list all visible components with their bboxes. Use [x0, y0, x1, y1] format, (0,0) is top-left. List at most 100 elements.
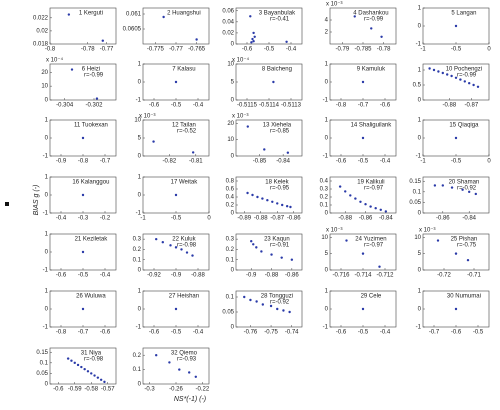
x-tick-label: -0.22 [196, 387, 210, 393]
x-tick-label: -0.8 [45, 47, 56, 53]
data-point [361, 80, 365, 84]
panel-frame [329, 7, 397, 45]
x-tick-label: -0.88 [338, 216, 352, 222]
panel-frame [235, 63, 303, 101]
x-tick-label: -0.6 [451, 330, 462, 336]
data-point [271, 200, 274, 203]
data-point [155, 237, 158, 241]
data-point [463, 80, 466, 83]
panel-title: 13 Xiehela [263, 123, 292, 129]
data-point [252, 243, 255, 246]
data-point [252, 31, 255, 35]
data-point [468, 82, 471, 85]
data-point [161, 241, 164, 244]
x-tick-label: -0.84 [379, 216, 393, 222]
data-point [80, 365, 83, 369]
x-tick-label: -0.785 [354, 47, 372, 53]
data-point [459, 78, 462, 81]
data-point [96, 376, 100, 379]
correlation-label: r=-0.97 [364, 186, 384, 192]
data-point [103, 380, 106, 384]
data-point [282, 309, 285, 312]
panel-frame [49, 7, 117, 45]
data-point [289, 205, 292, 209]
correlation-label: r=-0.91 [270, 243, 290, 249]
x-tick-label: -0.5 [473, 330, 484, 336]
y-tick-label: 5 [231, 80, 235, 86]
y-tick-label: 1 [418, 118, 422, 124]
panel-frame [329, 233, 397, 271]
data-point [433, 184, 437, 187]
y-tick-label: -1 [43, 325, 49, 331]
panel-title: 25 Pishan [451, 237, 478, 243]
data-point [191, 254, 194, 257]
y-tick-label: 0.4 [226, 195, 235, 201]
data-point [73, 361, 76, 365]
y-tick-label: 0.022 [33, 15, 49, 21]
x-tick-label: -0.86 [436, 216, 450, 222]
correlation-label: r=-0.98 [84, 357, 104, 363]
x-tick-label: -0.76 [244, 330, 258, 336]
data-point [90, 372, 93, 375]
panel-frame [49, 290, 117, 328]
data-point [454, 307, 458, 311]
x-tick-label: -0.9 [246, 273, 257, 279]
x-tick-label: -0.72 [437, 273, 451, 279]
x-tick-label: -0.4 [100, 273, 111, 279]
y-tick-label: 0.06 [222, 8, 234, 14]
x-tick-label: 0 [487, 159, 491, 165]
data-point [95, 97, 99, 100]
x-tick-label: -0.5 [358, 159, 369, 165]
panel-title: 6 Heizi [82, 67, 100, 73]
data-point [428, 67, 431, 70]
panel-title: 30 Numumai [447, 294, 481, 300]
data-point [260, 250, 263, 253]
y-tick-label: 0 [138, 307, 142, 313]
x-tick-label: -0.6 [100, 330, 111, 336]
x-tick-label: -0.79 [336, 47, 350, 53]
panel-frame [49, 63, 117, 101]
y-tick-label: 0.1 [133, 367, 142, 373]
y-tick-label: 0.3 [226, 237, 235, 243]
data-point [66, 357, 70, 360]
y-multiplier: x 10⁻³ [326, 228, 343, 234]
x-tick-label: -0.5 [451, 159, 462, 165]
data-point [261, 303, 265, 306]
y-tick-label: 0.0605 [123, 27, 142, 33]
y-tick-label: 0 [418, 98, 422, 104]
x-tick-label: -0.714 [354, 273, 372, 279]
y-tick-label: 0.05 [222, 310, 234, 316]
data-point [432, 68, 436, 72]
data-point [162, 15, 165, 19]
y-tick-label: 0 [45, 382, 49, 388]
data-point [380, 35, 383, 38]
x-tick-label: -0.4 [380, 159, 391, 165]
x-tick-label: -0.7 [358, 103, 369, 109]
correlation-label: r=-0.52 [177, 129, 197, 135]
x-tick-label: -0.8 [336, 103, 347, 109]
data-point [353, 15, 356, 18]
y-tick-label: 0.3 [320, 187, 329, 193]
data-point [93, 374, 96, 377]
data-point [169, 244, 172, 247]
x-tick-label: -0.88 [443, 103, 457, 109]
y-tick-label: 0 [418, 136, 422, 142]
data-point [468, 190, 471, 194]
y-tick-label: -1 [43, 154, 49, 160]
data-point [180, 248, 183, 251]
data-point [81, 193, 85, 197]
y-tick-label: 5 [418, 251, 422, 257]
y-multiplier: x 10⁻³ [232, 114, 249, 120]
y-tick-label: 10 [134, 118, 141, 124]
data-point [272, 80, 275, 84]
x-tick-label: -0.86 [359, 216, 373, 222]
y-multiplier: x 10⁻³ [326, 2, 343, 8]
data-point [454, 76, 458, 80]
x-tick-label: -0.712 [376, 273, 394, 279]
y-tick-label: 1 [138, 62, 142, 68]
panel-title: 3 Bayanbulak [259, 11, 296, 17]
data-point [251, 37, 254, 41]
y-tick-label: 0 [138, 80, 142, 86]
panel-title: 17 Weitak [171, 180, 199, 186]
data-point [155, 354, 158, 357]
